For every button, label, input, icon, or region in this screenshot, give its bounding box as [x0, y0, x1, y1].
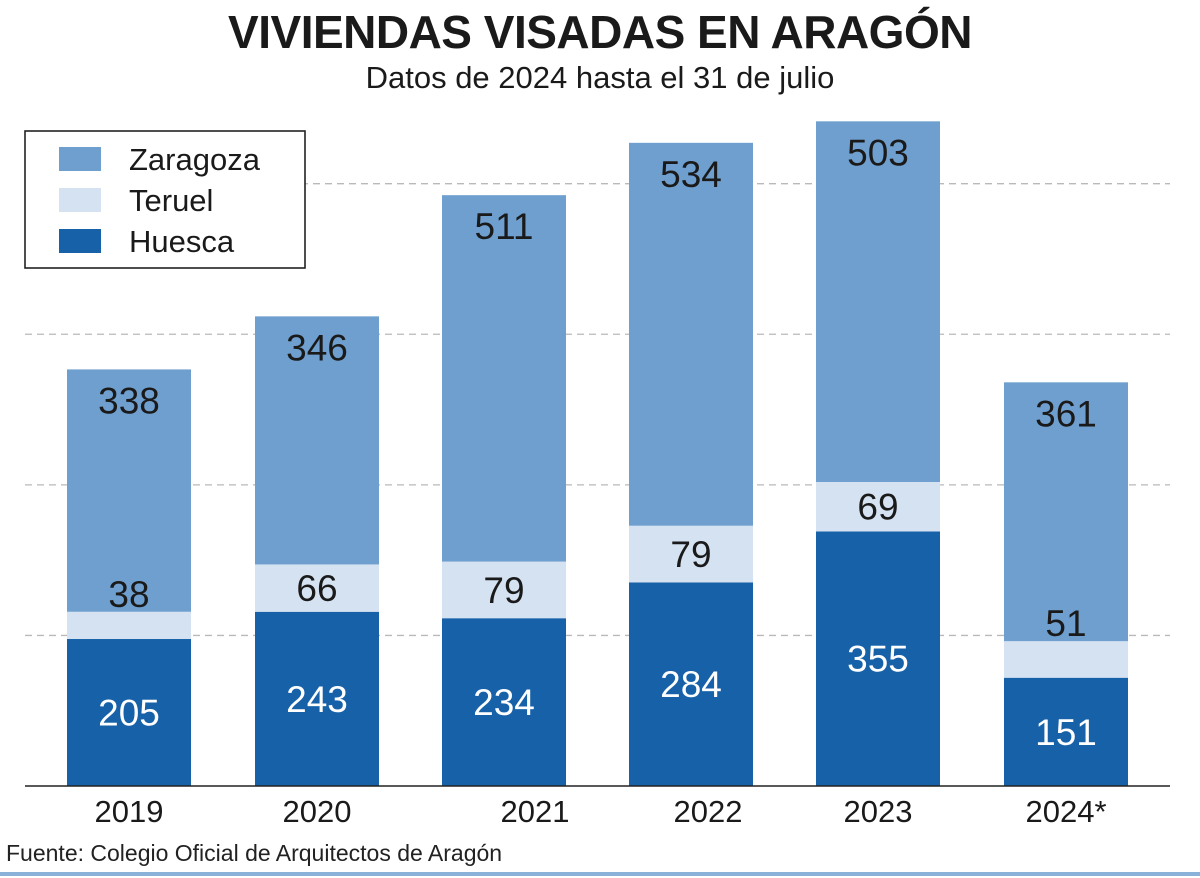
bar-zaragoza-2020 — [255, 316, 379, 565]
data-label-huesca-2022: 284 — [660, 664, 722, 705]
x-tick-label-2023: 2023 — [844, 794, 913, 829]
data-label-zaragoza-2024: 361 — [1035, 393, 1097, 434]
data-label-teruel-2020: 66 — [296, 568, 337, 609]
x-tick-label-2022: 2022 — [674, 794, 743, 829]
legend-swatch-huesca — [59, 229, 101, 253]
bar-teruel-2024 — [1004, 641, 1128, 678]
legend-label-huesca: Huesca — [129, 224, 235, 259]
bar-teruel-2021 — [442, 561, 566, 619]
bar-zaragoza-2021 — [442, 195, 566, 562]
bottom-rule — [0, 872, 1200, 876]
bar-zaragoza-2024 — [1004, 382, 1128, 642]
bar-zaragoza-2022 — [629, 142, 753, 526]
data-label-huesca-2019: 205 — [98, 693, 160, 734]
chart-subtitle: Datos de 2024 hasta el 31 de julio — [365, 60, 835, 95]
x-tick-label-2019: 2019 — [95, 794, 164, 829]
data-label-huesca-2021: 234 — [473, 682, 535, 723]
bar-zaragoza-2023 — [816, 121, 940, 482]
data-label-teruel-2024: 51 — [1045, 603, 1086, 644]
bar-huesca-2019 — [67, 639, 191, 786]
bar-teruel-2020 — [255, 564, 379, 612]
bar-teruel-2022 — [629, 525, 753, 583]
data-label-teruel-2023: 69 — [857, 487, 898, 528]
bar-huesca-2020 — [255, 611, 379, 786]
x-tick-label-2020: 2020 — [283, 794, 352, 829]
legend-label-teruel: Teruel — [129, 183, 213, 218]
bar-teruel-2023 — [816, 481, 940, 532]
legend-swatch-zaragoza — [59, 147, 101, 171]
data-label-huesca-2020: 243 — [286, 679, 348, 720]
legend-swatch-teruel — [59, 188, 101, 212]
bar-huesca-2022 — [629, 582, 753, 786]
bar-zaragoza-2019 — [67, 369, 191, 612]
bar-huesca-2021 — [442, 618, 566, 786]
data-label-zaragoza-2022: 534 — [660, 154, 722, 195]
data-label-zaragoza-2021: 511 — [475, 206, 534, 247]
x-tick-label-2021: 2021 — [501, 794, 570, 829]
data-label-teruel-2021: 79 — [483, 570, 524, 611]
bar-huesca-2023 — [816, 531, 940, 786]
bar-huesca-2024 — [1004, 677, 1128, 786]
data-label-teruel-2022: 79 — [670, 534, 711, 575]
legend-label-zaragoza: Zaragoza — [129, 142, 261, 177]
data-label-huesca-2024: 151 — [1035, 712, 1097, 753]
data-label-zaragoza-2019: 338 — [98, 380, 160, 421]
data-label-zaragoza-2020: 346 — [286, 327, 348, 368]
data-label-zaragoza-2023: 503 — [847, 132, 909, 173]
x-tick-label-2024: 2024* — [1025, 794, 1106, 829]
bar-teruel-2019 — [67, 611, 191, 640]
data-label-huesca-2023: 355 — [847, 639, 909, 680]
source-note: Fuente: Colegio Oficial de Arquitectos d… — [6, 840, 503, 866]
chart-title: VIVIENDAS VISADAS EN ARAGÓN — [228, 6, 972, 58]
data-label-teruel-2019: 38 — [108, 574, 149, 615]
